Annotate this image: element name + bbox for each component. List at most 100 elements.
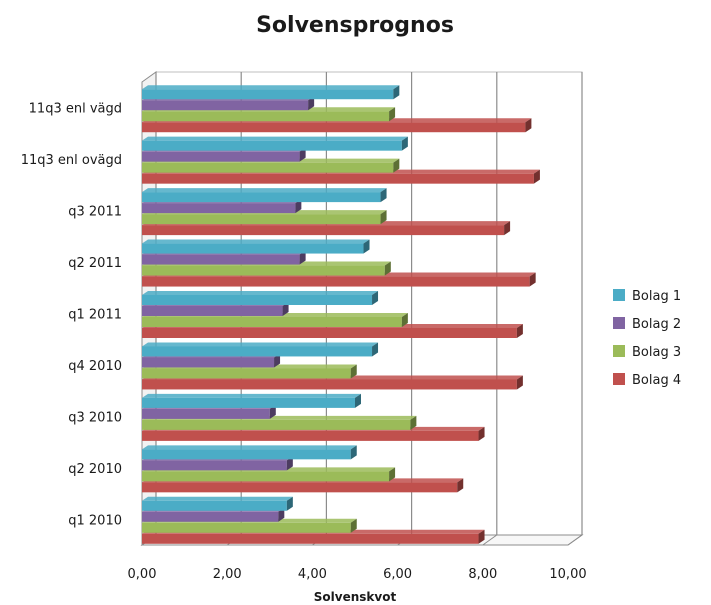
bar-end-face (410, 415, 417, 430)
bar-bolag-1-4 (142, 291, 379, 305)
bar-top-face (142, 85, 400, 90)
bar-end-face (401, 136, 408, 151)
bar-front-face (142, 482, 458, 493)
bar-front-face (142, 533, 479, 544)
bar-front-face (142, 89, 394, 100)
bar-end-face (389, 467, 396, 482)
bar-front-face (142, 254, 300, 265)
bar-front-face (142, 460, 287, 471)
bar-front-face (142, 100, 309, 111)
bar-end-face (516, 375, 523, 390)
legend-label: Bolag 1 (632, 289, 681, 304)
bar-end-face (525, 118, 532, 133)
bar-end-face (516, 324, 523, 338)
legend-item-bolag-1: Bolag 1 (613, 289, 681, 304)
bar-front-face (142, 346, 373, 357)
category-label: q2 2011 (68, 256, 122, 271)
bar-end-face (295, 199, 302, 214)
bar-front-face (142, 511, 279, 522)
legend-label: Bolag 4 (632, 373, 681, 388)
bar-end-face (355, 393, 361, 408)
bar-end-face (350, 518, 357, 533)
bar-front-face (142, 419, 411, 430)
bar-top-face (142, 393, 361, 398)
bar-bolag-1-3 (142, 342, 379, 357)
bar-end-face (299, 147, 306, 162)
bar-end-face (350, 445, 357, 460)
category-label: q2 2010 (68, 462, 122, 477)
bar-end-face (286, 456, 293, 471)
bar-front-face (142, 449, 351, 460)
bar-group (142, 85, 540, 544)
bar-front-face (142, 265, 385, 276)
value-tick-labels: 0,00 2,00 4,00 6,00 8,00 10,00 (128, 567, 587, 582)
bar-front-face (142, 295, 373, 305)
category-label: q3 2010 (68, 410, 122, 425)
bar-end-face (401, 313, 408, 327)
category-label: q1 2011 (68, 308, 122, 323)
bar-front-face (142, 357, 275, 368)
bar-end-face (372, 291, 379, 305)
bar-end-face (533, 169, 540, 184)
bar-end-face (504, 221, 511, 236)
bar-bolag-1-7 (142, 136, 408, 151)
bar-end-face (372, 342, 379, 357)
category-labels: q1 2010 q2 2010 q3 2010 q4 2010 q1 2011 q2 20… (21, 102, 122, 529)
bar-front-face (142, 151, 300, 162)
bar-end-face (457, 478, 464, 493)
bar-end-face (389, 107, 396, 122)
bar-bolag-1-1 (142, 445, 357, 460)
category-label: 11q3 enl ovägd (21, 153, 122, 168)
bar-end-face (478, 426, 485, 441)
bar-end-face (308, 96, 315, 111)
bar-front-face (142, 192, 381, 203)
floor-gridline (567, 534, 583, 546)
legend-item-bolag-3: Bolag 3 (613, 345, 681, 360)
legend-item-bolag-4: Bolag 4 (613, 373, 681, 388)
legend-swatch (613, 373, 625, 385)
legend-item-bolag-2: Bolag 2 (613, 317, 681, 332)
bar-end-face (282, 302, 289, 316)
bar-front-face (142, 214, 381, 225)
bar-front-face (142, 430, 479, 441)
bar-end-face (286, 496, 293, 511)
chart-title: Solvensprognos (256, 13, 454, 38)
bar-end-face (380, 210, 387, 225)
legend-label: Bolag 3 (632, 345, 681, 360)
category-label: 11q3 enl vägd (29, 102, 122, 117)
bar-front-face (142, 522, 351, 533)
category-label: q3 2011 (68, 205, 122, 220)
x-tick-label: 0,00 (128, 567, 157, 582)
bar-bolag-1-0 (142, 496, 293, 511)
bar-end-face (363, 239, 370, 254)
x-tick-label: 4,00 (298, 567, 327, 582)
x-tick-label: 6,00 (383, 567, 412, 582)
bar-end-face (278, 507, 285, 522)
bar-end-face (529, 272, 536, 287)
bar-bolag-1-2 (142, 393, 361, 408)
bar-end-face (393, 85, 400, 100)
bar-front-face (142, 276, 530, 287)
legend-swatch (613, 345, 625, 357)
legend: Bolag 1 Bolag 2 Bolag 3 Bolag 4 (613, 289, 681, 388)
legend-swatch (613, 289, 625, 301)
bar-end-face (274, 353, 281, 368)
x-tick-label: 10,00 (549, 567, 586, 582)
legend-swatch (613, 317, 625, 329)
bar-bolag-1-8 (142, 85, 400, 100)
bar-top-face (142, 239, 370, 244)
bar-front-face (142, 225, 505, 236)
bar-front-face (142, 317, 402, 327)
bar-front-face (142, 379, 517, 390)
legend-label: Bolag 2 (632, 317, 681, 332)
bar-top-face (142, 188, 387, 193)
bar-front-face (142, 408, 270, 419)
bar-front-face (142, 173, 534, 184)
bar-end-face (380, 188, 387, 203)
bar-front-face (142, 368, 351, 379)
bar-front-face (142, 397, 355, 408)
bar-front-face (142, 140, 402, 151)
bar-bolag-1-6 (142, 188, 387, 203)
bar-front-face (142, 243, 364, 254)
floor-gridline (482, 534, 498, 546)
